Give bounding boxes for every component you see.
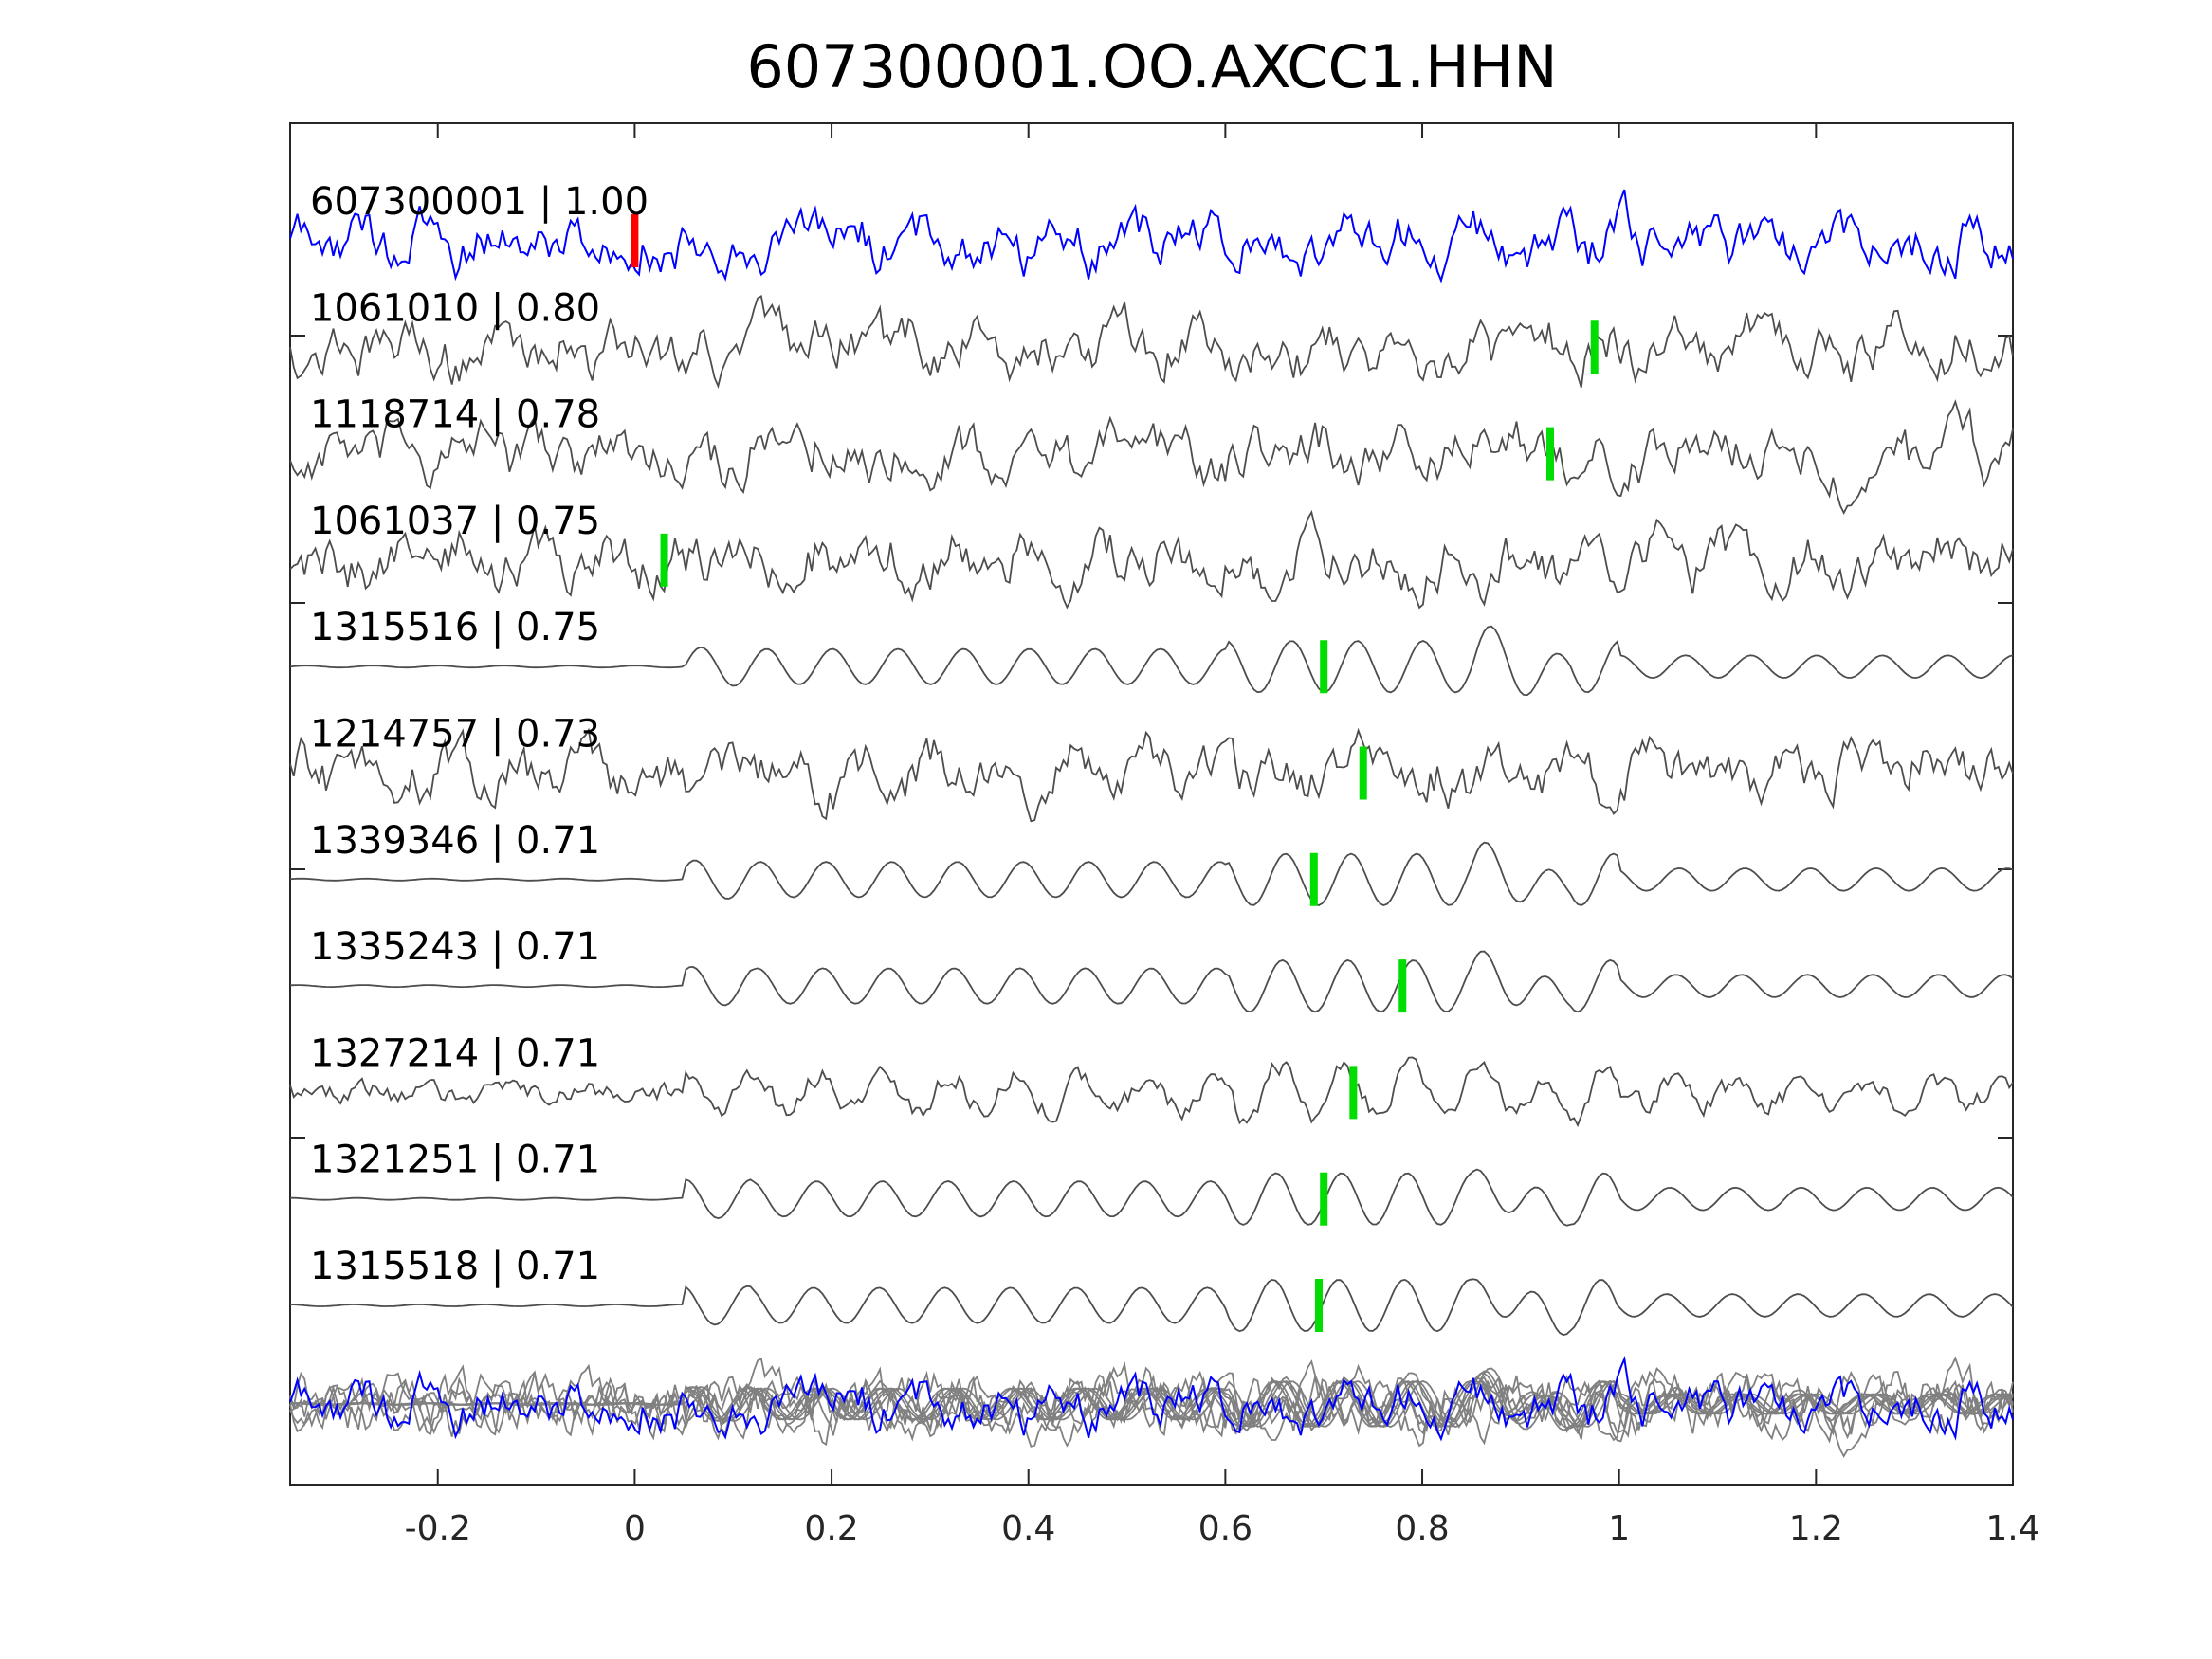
waveform-trace-1061010	[289, 295, 2014, 390]
waveform-trace-607300001	[289, 189, 2014, 283]
waveform-trace-1339346	[289, 841, 2014, 906]
stacked-trace	[289, 1379, 2014, 1431]
trace-label: 1339346 | 0.71	[310, 819, 600, 863]
x-tick-label: 0.4	[1001, 1509, 1055, 1548]
trace-label: 607300001 | 1.00	[310, 180, 649, 224]
x-tick-label: 1	[1608, 1509, 1630, 1548]
waveform-trace-1214757	[289, 727, 2014, 823]
stacked-trace	[289, 1359, 2014, 1448]
trace-label: 1315518 | 0.71	[310, 1245, 600, 1288]
trace-label: 1321251 | 0.71	[310, 1139, 600, 1182]
trace-label: 1327214 | 0.71	[310, 1031, 600, 1075]
plot-area: -0.2 0 0.2 0.4 0.6 0.8 1 1.2 1.4 607300001 | 1.00…	[289, 122, 2040, 1548]
waveform-trace-1315516	[289, 625, 2014, 697]
x-tick-label: 1.4	[1985, 1509, 2039, 1548]
trace-label: 1118714 | 0.78	[310, 393, 600, 437]
trace-label: 1335243 | 0.71	[310, 925, 600, 969]
x-tick-label: 0.8	[1395, 1509, 1449, 1548]
trace-label: 1315516 | 0.75	[310, 606, 600, 649]
stacked-reference-trace	[289, 1355, 2014, 1442]
x-tick-label: 1.2	[1789, 1509, 1843, 1548]
waveform-trace-1335243	[289, 950, 2014, 1013]
waveform-trace-1327214	[289, 1056, 2014, 1128]
stacked-trace	[289, 1372, 2014, 1435]
chart-title: 607300001.OO.AXCC1.HHN	[746, 32, 1557, 101]
x-tick-label: -0.2	[405, 1509, 471, 1548]
trace-label: 1214757 | 0.73	[310, 713, 600, 757]
x-tick-label: 0.6	[1198, 1509, 1252, 1548]
trace-label: 1061037 | 0.75	[310, 500, 600, 543]
x-tick-label: 0.2	[804, 1509, 858, 1548]
x-tick-label: 0	[624, 1509, 646, 1548]
axes-box	[289, 122, 2014, 1486]
waveform-trace-1321251	[290, 1168, 2014, 1227]
waveform-trace-1061037	[289, 509, 2014, 610]
trace-label: 1061010 | 0.80	[310, 286, 600, 330]
waveform-trace-1315518	[289, 1278, 2014, 1337]
waveform-trace-1118714	[289, 399, 2014, 516]
